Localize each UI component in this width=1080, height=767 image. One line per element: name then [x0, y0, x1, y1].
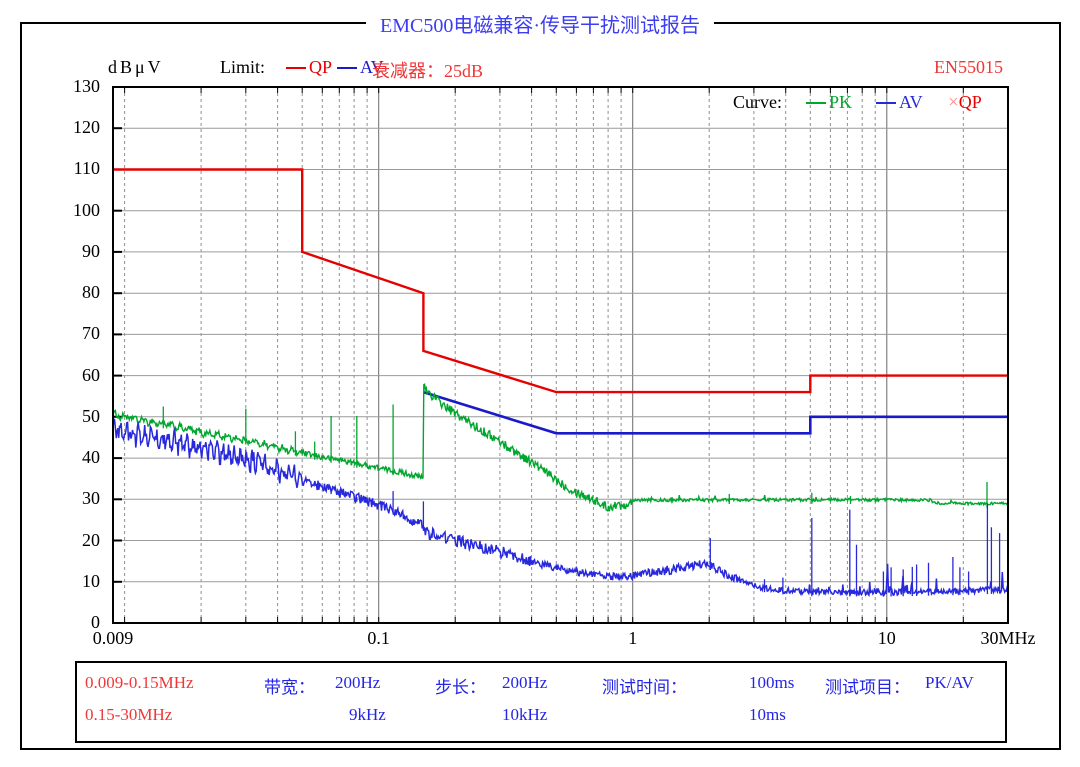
y-axis-labels: 0 10 20 30 40 50 60 70 80 90 100 110 120 130	[0, 76, 106, 632]
y-tick-label: 40	[82, 447, 100, 468]
pk-curve-line-icon	[806, 101, 826, 104]
step-label: 步长：	[435, 678, 486, 697]
av-limit-line-icon	[337, 66, 357, 69]
y-tick-label: 80	[82, 282, 100, 303]
bandwidth-value-2: 9kHz	[349, 705, 386, 724]
bandwidth-label: 带宽：	[264, 678, 315, 697]
chart-canvas	[112, 86, 1009, 624]
y-tick-label: 100	[73, 199, 100, 220]
y-tick-label: 70	[82, 323, 100, 344]
limit-av-entry: AV	[337, 57, 384, 78]
item-value: PK/AV	[925, 673, 974, 692]
x-tick-label: 30MHz	[980, 628, 1036, 648]
curve-av-label: AV	[899, 92, 923, 112]
y-tick-label: 60	[82, 364, 100, 385]
y-tick-label: 50	[82, 405, 100, 426]
y-tick-label: 0	[91, 612, 100, 632]
standard-label: EN55015	[934, 57, 1003, 77]
step-value-2: 10kHz	[502, 705, 548, 724]
qp-limit-line-icon	[286, 66, 306, 69]
limit-av-label: AV	[360, 57, 384, 77]
curve-av-entry: AV	[876, 92, 923, 113]
x-tick-label: 0.009	[92, 628, 134, 648]
curve-legend-label: Curve:	[733, 92, 782, 112]
qp-x-marker-icon: ×	[948, 92, 959, 113]
x-tick-label: 10	[877, 628, 896, 648]
report-title: EMC500电磁兼容·传导干扰测试报告	[366, 9, 714, 38]
emission-chart	[112, 86, 1009, 624]
freq-range-2: 0.15-30MHz	[85, 705, 173, 724]
curve-qp-label: QP	[958, 92, 982, 112]
y-axis-unit: dBμV	[108, 57, 164, 77]
time-label: 测试时间：	[602, 678, 687, 697]
x-tick-label: 1	[628, 628, 638, 648]
y-tick-label: 30	[82, 488, 100, 509]
freq-range-1: 0.009-0.15MHz	[85, 673, 194, 692]
y-tick-label: 10	[82, 570, 100, 591]
y-tick-label: 90	[82, 240, 100, 261]
curve-pk-label: PK	[829, 92, 853, 112]
y-tick-label: 130	[73, 76, 100, 96]
time-value-1: 100ms	[749, 673, 795, 692]
time-value-2: 10ms	[749, 705, 786, 724]
av-curve-line-icon	[876, 101, 896, 104]
limit-qp-entry: QP	[286, 57, 332, 78]
y-tick-label: 20	[82, 529, 100, 550]
limit-qp-label: QP	[309, 57, 333, 77]
curve-pk-entry: PK	[806, 92, 852, 113]
item-label: 测试项目：	[825, 678, 910, 697]
limit-legend-label: Limit:	[220, 57, 265, 77]
x-axis-labels: 0.009 0.1 1 10 30MHz	[93, 628, 1036, 650]
y-tick-label: 110	[73, 158, 100, 179]
curve-qp-entry: ×QP	[948, 92, 982, 114]
y-tick-label: 120	[73, 117, 100, 138]
test-parameters-table: 0.009-0.15MHz 带宽： 200Hz 步长： 200Hz 测试时间： …	[75, 661, 1007, 743]
step-value-1: 200Hz	[502, 673, 548, 692]
x-tick-label: 0.1	[367, 628, 390, 648]
attenuator-label: 衰减器：25dB	[372, 61, 484, 81]
bandwidth-value-1: 200Hz	[335, 673, 381, 692]
